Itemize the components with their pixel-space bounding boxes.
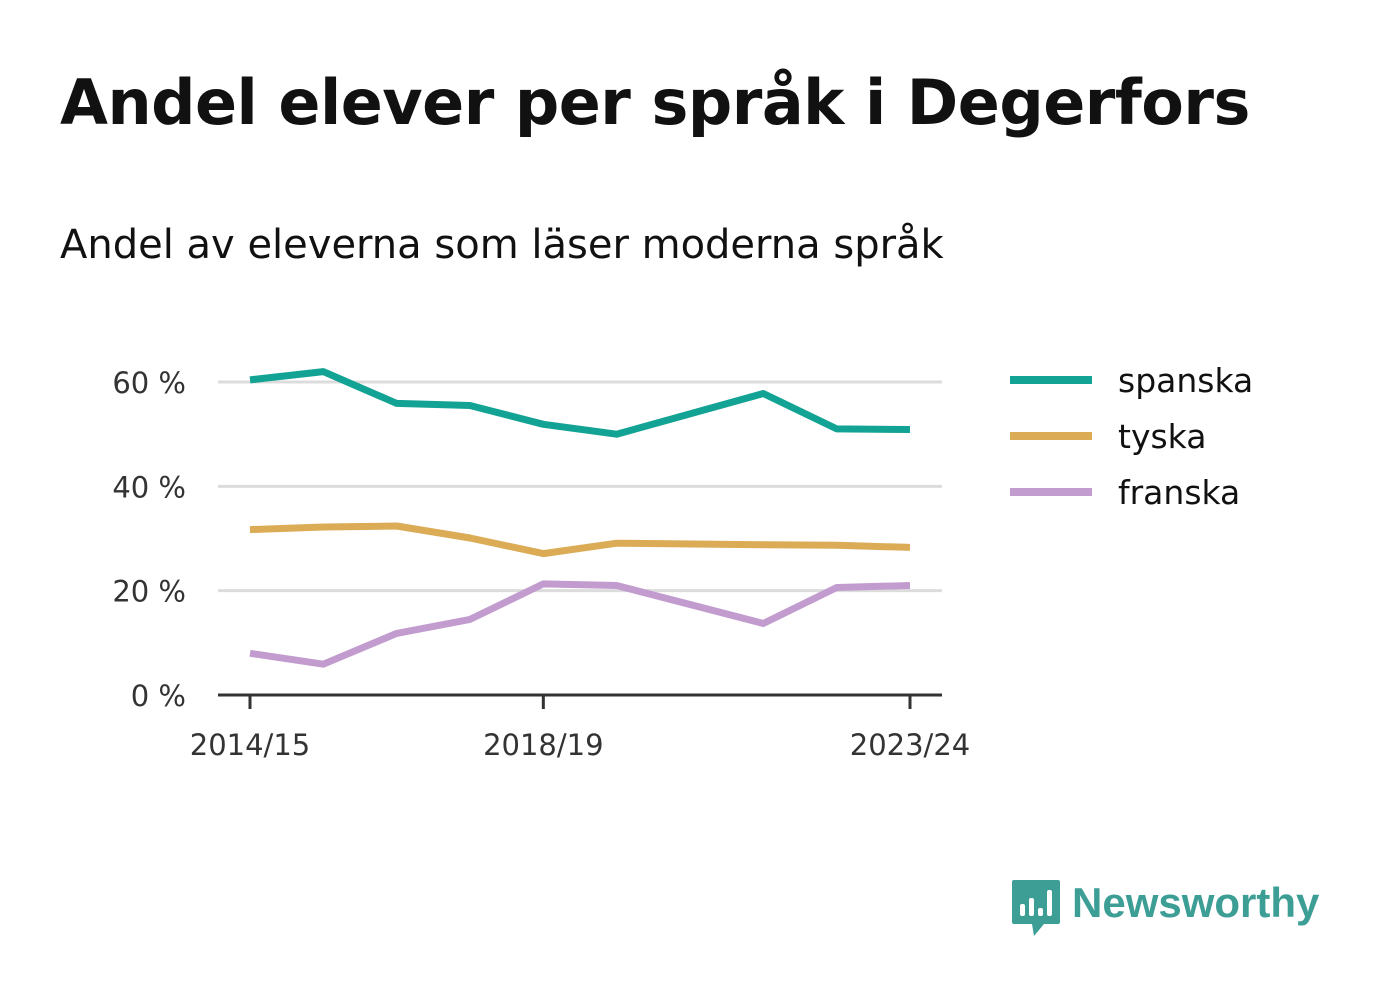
series-line-franska: [249, 580, 911, 668]
x-tick-label: 2014/15: [190, 728, 310, 762]
chart-subtitle: Andel av eleverna som läser moderna språ…: [60, 222, 944, 268]
legend-label-franska: franska: [1118, 473, 1240, 512]
x-tick-label: 2018/19: [483, 728, 603, 762]
legend-label-spanska: spanska: [1118, 361, 1253, 400]
y-axis-ticks: 0 % 20 % 40 % 60 %: [112, 366, 186, 713]
y-tick-label: 60 %: [112, 366, 186, 400]
series-line-spanska: [249, 368, 911, 438]
y-tick-label: 20 %: [112, 575, 186, 609]
series-lines: [249, 368, 911, 668]
x-tick-label: 2023/24: [850, 728, 970, 762]
newsworthy-bar-chart-icon: [1012, 880, 1060, 936]
grid-lines: [218, 380, 942, 593]
newsworthy-logo: Newsworthy: [1010, 878, 1319, 940]
y-tick-label: 0 %: [131, 679, 186, 713]
series-line-tyska: [249, 522, 911, 558]
brand-name: Newsworthy: [1072, 879, 1320, 926]
legend: spanska tyska franska: [1010, 361, 1253, 512]
y-tick-label: 40 %: [112, 470, 186, 504]
legend-label-tyska: tyska: [1118, 417, 1206, 456]
x-axis: 2014/15 2018/19 2023/24: [190, 693, 970, 762]
chart-title: Andel elever per språk i Degerfors: [60, 66, 1250, 139]
